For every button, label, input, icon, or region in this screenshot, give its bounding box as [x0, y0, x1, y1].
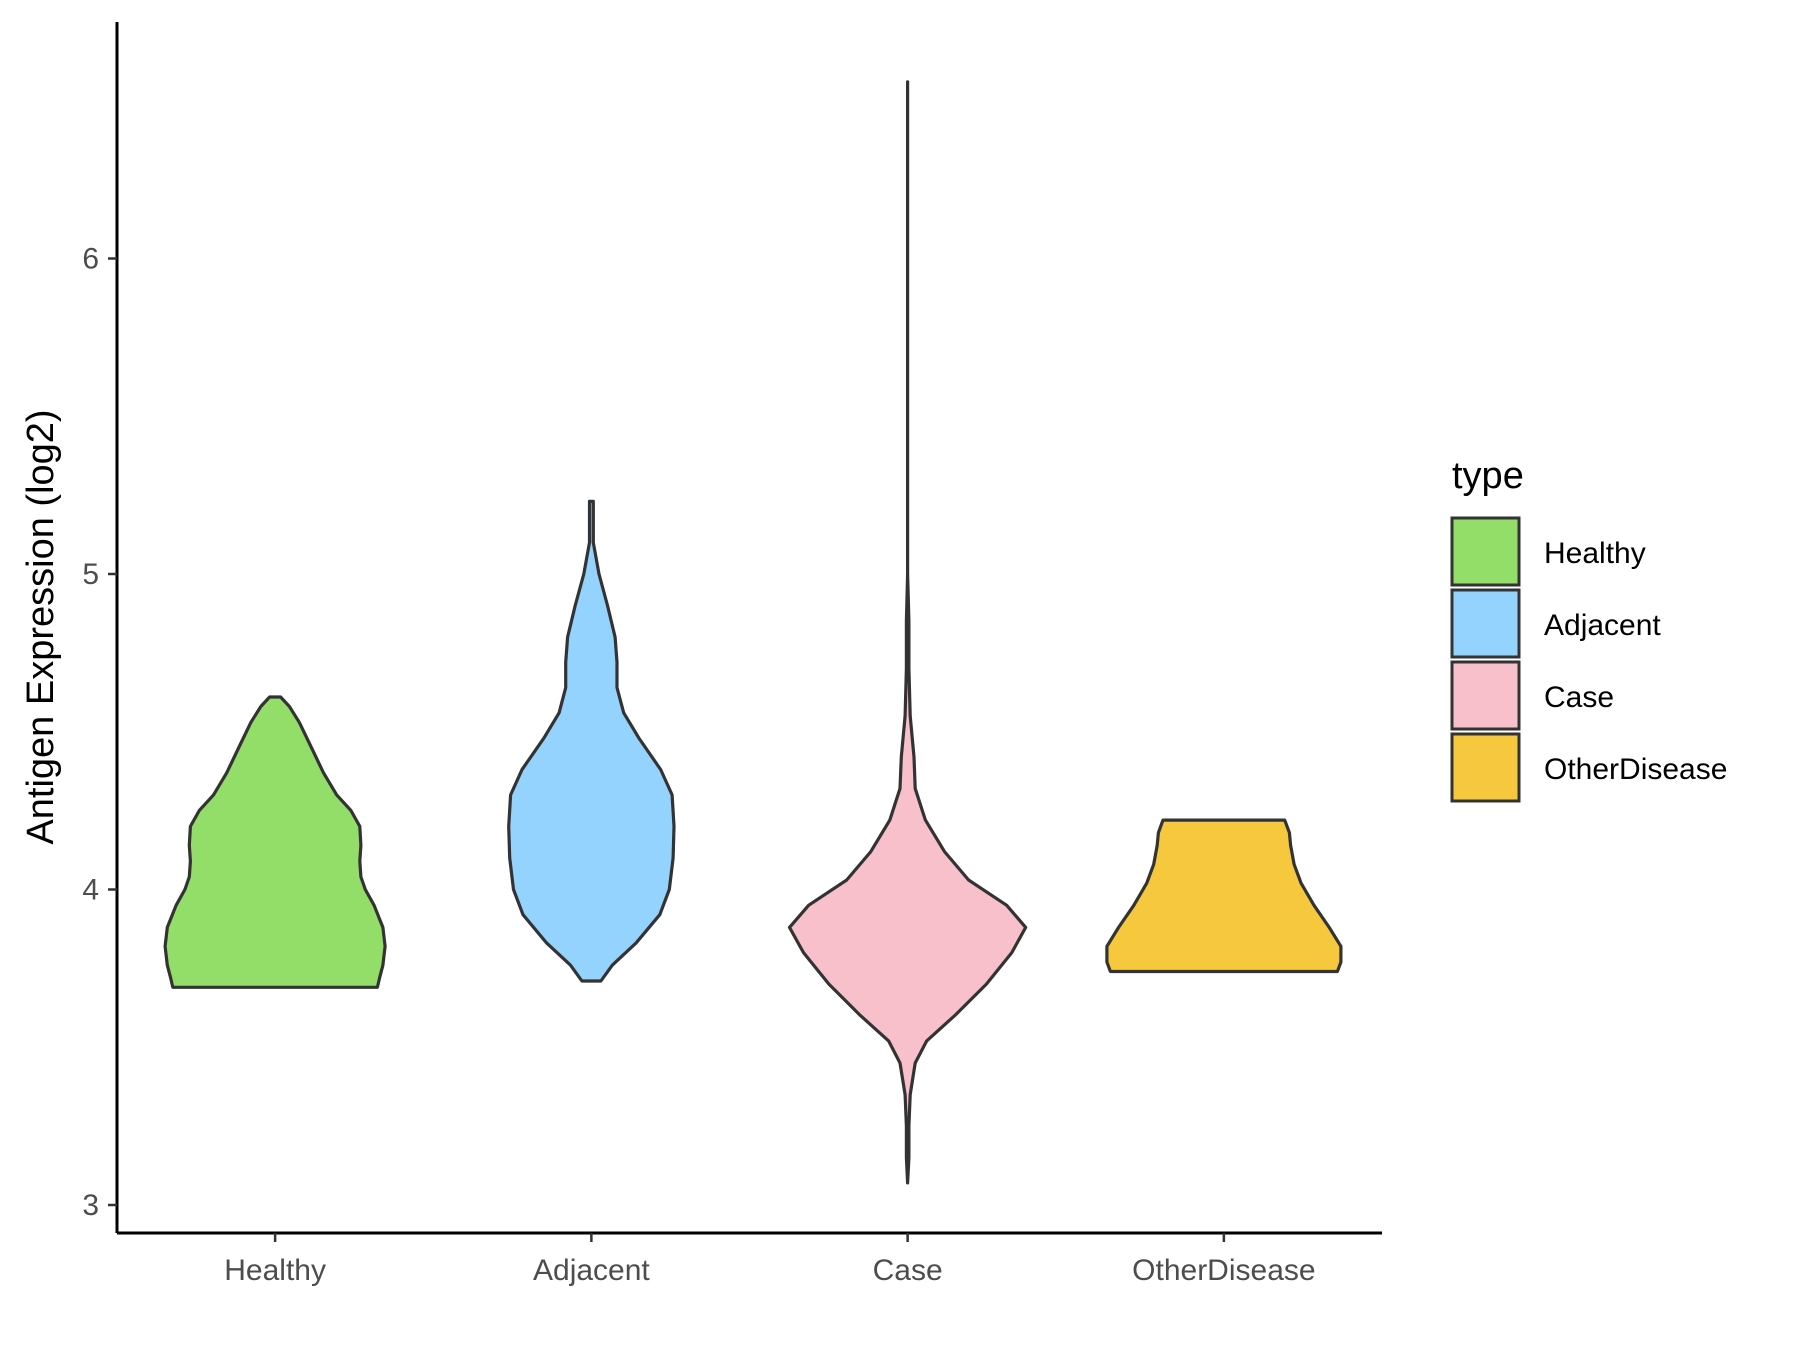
y-axis-ticks: 3 4 5 6	[82, 243, 117, 1222]
violin-otherdisease	[1105, 818, 1343, 974]
x-axis-ticks: Healthy Adjacent Case OtherDisease	[224, 1233, 1316, 1287]
legend-label-case: Case	[1544, 681, 1614, 714]
y-tick-label: 5	[82, 558, 99, 591]
x-tick-label: Adjacent	[533, 1254, 650, 1287]
violin-healthy	[163, 695, 387, 989]
legend: type Healthy Adjacent Case OtherDisease	[1450, 455, 1727, 803]
violins-group	[163, 80, 1343, 1185]
legend-swatch-adjacent	[1450, 588, 1521, 659]
x-tick-label: Case	[873, 1254, 943, 1287]
y-tick-label: 4	[82, 874, 99, 907]
y-tick-label: 3	[82, 1189, 99, 1222]
x-tick-label: Healthy	[224, 1254, 326, 1287]
legend-label-otherdisease: OtherDisease	[1544, 753, 1727, 786]
violin-case	[787, 80, 1028, 1185]
legend-label-healthy: Healthy	[1544, 537, 1646, 570]
legend-title: type	[1452, 455, 1524, 497]
legend-swatch-case	[1450, 660, 1521, 731]
legend-label-adjacent: Adjacent	[1544, 609, 1661, 642]
y-tick-label: 6	[82, 243, 99, 276]
y-axis-title: Antigen Expression (log2)	[20, 409, 62, 844]
x-tick-label: OtherDisease	[1132, 1254, 1315, 1287]
violin-adjacent	[507, 499, 676, 983]
legend-swatch-otherdisease	[1450, 732, 1521, 803]
legend-swatch-healthy	[1450, 516, 1521, 587]
